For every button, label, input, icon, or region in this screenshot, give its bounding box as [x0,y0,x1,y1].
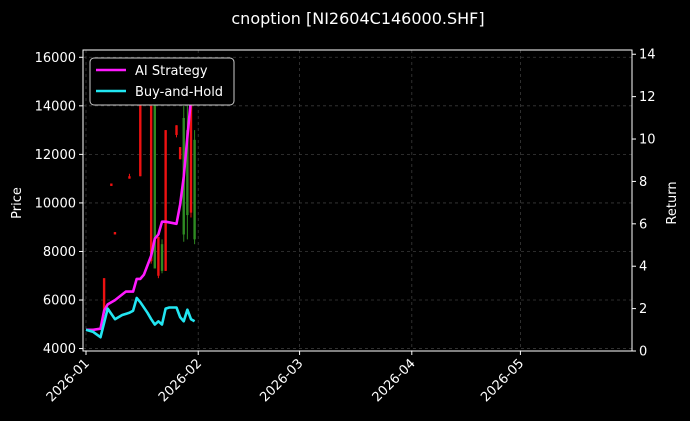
y-left-tick-label: 4000 [43,342,76,357]
candle-body [186,130,189,216]
y-left-tick-label: 12000 [35,148,76,163]
line-ai-strategy [86,68,196,332]
candle-body [160,244,164,271]
y-right-tick-label: 12 [639,90,656,105]
candlestick [178,147,182,160]
plot-frame [82,49,633,352]
legend: AI Strategy Buy-and-Hold [89,57,235,106]
y-right-tick-label: 2 [639,302,647,317]
y-left-tick-label: 8000 [43,245,76,260]
y-left-tick-label: 10000 [35,196,76,211]
legend-label-ai-strategy: AI Strategy [135,64,208,79]
candle-body [110,183,113,186]
candlestick [102,278,106,310]
candle-body [164,130,167,271]
candle-body [175,125,178,135]
candlesticks [102,66,196,310]
chart-title: cnoption [NI2604C146000.SHF] [231,9,484,28]
y-axis-left-label: Price [10,187,25,219]
candle-body [178,147,182,160]
candle-body [113,232,117,235]
candlestick [193,130,196,245]
candle-body [139,66,142,177]
y-axis-right-label: Return [665,181,680,224]
y-right-tick-label: 8 [639,175,647,190]
candlestick [160,239,164,274]
candle-body [153,100,156,269]
candlestick [157,236,160,279]
return-lines [85,68,196,339]
y-right-tick-label: 6 [639,217,647,232]
candlestick [175,125,178,138]
candlestick [113,232,117,235]
y-left-tick-label: 14000 [35,99,76,114]
candle-body [193,139,196,240]
legend-label-buy-and-hold: Buy-and-Hold [135,85,223,100]
candle-body [157,236,160,276]
y-left-tick-label: 6000 [43,294,76,309]
y-right-tick-label: 4 [639,260,647,275]
y-left-tick-label: 16000 [35,51,76,66]
candle-body [128,176,131,179]
y-right-tick-label: 14 [639,48,656,63]
candlestick [149,105,153,264]
y-right-tick-label: 10 [639,133,656,148]
candlestick [164,130,167,271]
y-right-tick-label: 0 [639,345,647,360]
candlestick [128,173,131,179]
candlestick [110,183,113,186]
line-buy-and-hold [85,296,196,339]
candle-body [189,93,193,213]
candle-body [149,105,153,262]
candle-body [102,278,106,310]
